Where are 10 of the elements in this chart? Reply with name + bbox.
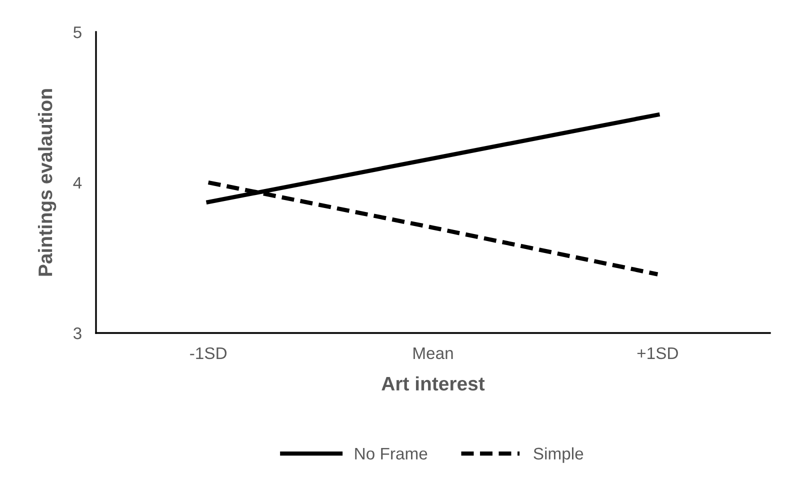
- y-tick-label: 5: [74, 26, 82, 38]
- legend-label: No Frame: [355, 448, 428, 460]
- x-tick-label: Mean: [414, 348, 453, 360]
- legend-label: Simple: [534, 447, 584, 463]
- x-axis-title: Art interest: [382, 376, 485, 391]
- y-tick-label: 3: [73, 327, 82, 340]
- y-axis-title: Paintings evalaution: [38, 89, 56, 276]
- y-tick-label: 4: [73, 177, 82, 189]
- x-tick-label: -1SD: [190, 347, 227, 360]
- x-tick-label: +1SD: [637, 347, 678, 360]
